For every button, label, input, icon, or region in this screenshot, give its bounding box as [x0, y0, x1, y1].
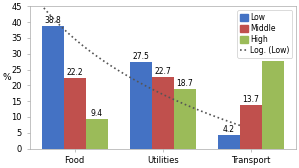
Bar — [64, 78, 86, 149]
Bar — [86, 119, 108, 149]
Bar — [240, 105, 262, 149]
Text: 9.4: 9.4 — [91, 109, 103, 118]
Bar — [152, 77, 174, 149]
Text: 22.7: 22.7 — [155, 67, 171, 76]
Legend: Low, Middle, High, Log. (Low): Low, Middle, High, Log. (Low) — [237, 10, 292, 58]
Text: 27.8: 27.8 — [265, 51, 281, 60]
Text: 18.7: 18.7 — [176, 79, 193, 89]
Text: 13.7: 13.7 — [242, 95, 260, 104]
Bar — [130, 62, 152, 149]
Text: 38.8: 38.8 — [44, 16, 61, 25]
Text: 4.2: 4.2 — [223, 125, 235, 134]
Y-axis label: %: % — [3, 73, 11, 82]
Bar — [174, 89, 196, 149]
Text: 27.5: 27.5 — [132, 52, 149, 61]
Bar — [42, 26, 64, 149]
Bar — [262, 61, 284, 149]
Bar — [218, 135, 240, 149]
Text: 22.2: 22.2 — [66, 68, 83, 77]
